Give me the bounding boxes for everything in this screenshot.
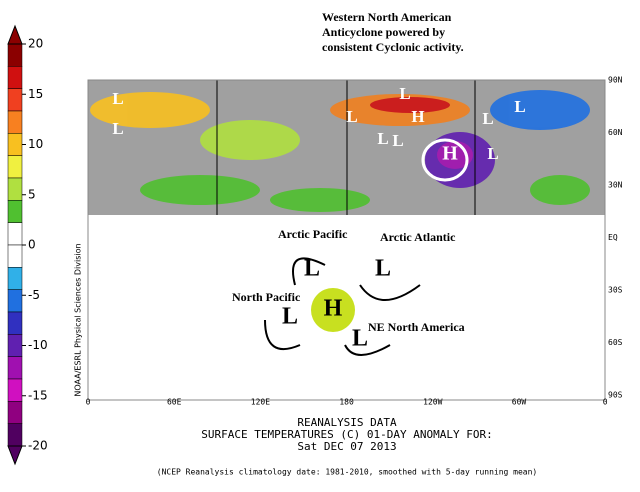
high-outline	[421, 138, 469, 182]
lon-label: 120W	[423, 398, 442, 407]
colorbar-segment	[7, 110, 23, 134]
map-letter: L	[392, 131, 403, 150]
lat-label: 90N	[608, 76, 623, 85]
diagram-letter: H	[324, 296, 343, 322]
lat-label: 30N	[608, 181, 623, 190]
annotation-title: consistent Cyclonic activity.	[322, 40, 464, 54]
map-letter: H	[411, 107, 424, 126]
lat-label: 30S	[608, 286, 623, 295]
colorbar-label: 0	[28, 238, 36, 252]
lon-label: 60W	[512, 398, 527, 407]
colorbar-segment	[7, 155, 23, 179]
map-letter: L	[514, 97, 525, 116]
lat-label: 60S	[608, 338, 623, 347]
colorbar-segment	[7, 267, 23, 290]
map-letter: L	[346, 107, 357, 126]
high-marker	[311, 288, 355, 332]
colorbar-segment	[7, 401, 23, 424]
colorbar-label: 15	[28, 87, 43, 101]
colorbar-label: -20	[28, 439, 48, 453]
annotation-title: Western North American	[322, 10, 452, 24]
footer-note: (NCEP Reanalysis climatology date: 1981-…	[157, 468, 538, 477]
map-letter: L	[377, 129, 388, 148]
map-frame	[87, 79, 606, 401]
colorbar-label: -5	[28, 288, 40, 302]
lat-label: 60N	[608, 128, 623, 137]
diagram-letter: L	[282, 304, 298, 330]
lon-label: 0	[603, 398, 608, 407]
diagram-letter: L	[352, 326, 368, 352]
lat-label: 90S	[608, 391, 623, 400]
map-letter: L	[482, 109, 493, 128]
colorbar-label: -10	[28, 338, 48, 352]
colorbar-segment	[7, 334, 23, 357]
lon-label: 120E	[251, 398, 270, 407]
colorbar-segment	[7, 66, 23, 89]
lon-label: 60E	[167, 398, 182, 407]
colorbar-segment	[7, 356, 23, 380]
map-letter: H	[442, 143, 458, 165]
colorbar-segment	[7, 200, 23, 223]
colorbar-segment	[7, 423, 23, 447]
colorbar-label: 5	[28, 187, 36, 201]
footer-text: SURFACE TEMPERATURES (C) 01-DAY ANOMALY …	[201, 428, 492, 441]
diagram-letter: L	[375, 256, 391, 282]
map-letter: L	[487, 144, 498, 163]
footer-text: REANALYSIS DATA	[297, 416, 397, 429]
colorbar-segment	[7, 311, 23, 335]
lon-label: 0	[86, 398, 91, 407]
colorbar-cap	[7, 24, 23, 45]
colorbar-label: 20	[28, 37, 43, 51]
arrows	[264, 257, 421, 356]
region-label: NE North America	[368, 320, 465, 334]
colorbar-segment	[7, 222, 23, 246]
map-letter: L	[112, 89, 123, 108]
map-letter: L	[399, 84, 410, 103]
colorbar-label: 10	[28, 137, 43, 151]
map-letter: L	[112, 119, 123, 138]
lat-label: EQ	[608, 233, 618, 242]
credit: NOAA/ESRL Physical Sciences Division	[74, 243, 83, 396]
region-label: Arctic Pacific	[278, 227, 348, 241]
colorbar-segment	[7, 43, 23, 67]
diagram-letter: L	[304, 256, 320, 282]
colorbar-cap	[7, 445, 23, 466]
colorbar-segment	[7, 244, 23, 268]
colorbar-segment	[7, 378, 23, 402]
colorbar-segment	[7, 133, 23, 156]
region-label: Arctic Atlantic	[380, 230, 456, 244]
annotation-title: Anticyclone powered by	[322, 25, 445, 39]
region-label: North Pacific	[232, 290, 301, 304]
colorbar-segment	[7, 88, 23, 112]
footer-text: Sat DEC 07 2013	[297, 440, 396, 453]
colorbar-segment	[7, 289, 23, 313]
colorbar-label: -15	[28, 388, 48, 402]
lon-label: 180	[339, 398, 354, 407]
colorbar-segment	[7, 177, 23, 201]
